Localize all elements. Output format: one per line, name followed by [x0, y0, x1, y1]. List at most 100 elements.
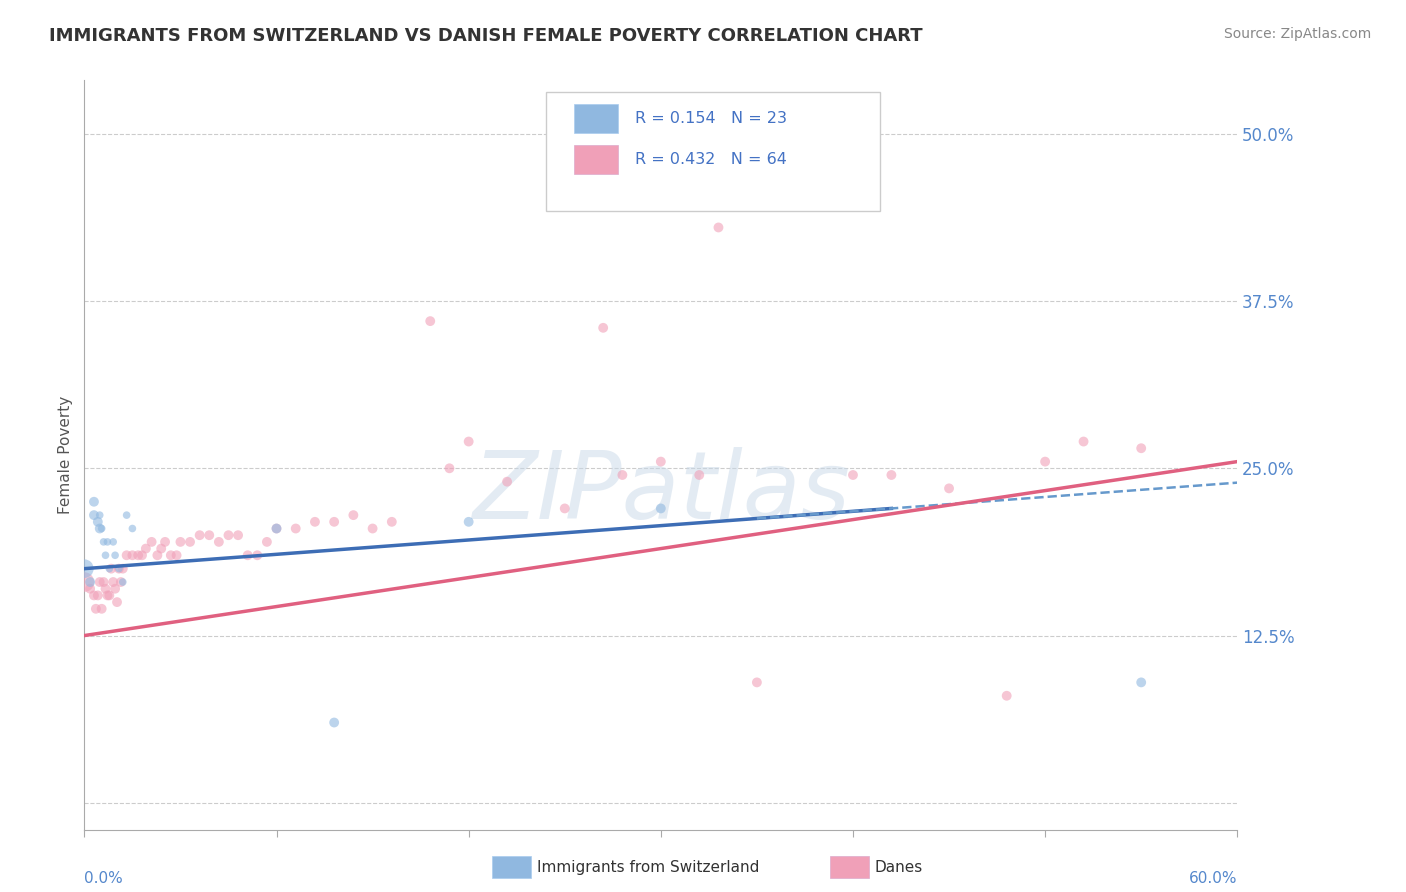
Point: [73, 575, 96, 590]
Point: [842, 467, 865, 482]
Point: [1073, 434, 1095, 449]
Point: [304, 515, 326, 529]
Point: [111, 562, 134, 576]
Point: [79, 575, 101, 590]
Point: [284, 522, 307, 536]
Point: [226, 528, 249, 542]
Point: [236, 548, 259, 563]
Point: [1130, 442, 1153, 455]
Point: [108, 562, 131, 576]
Point: [188, 528, 211, 542]
Point: [323, 715, 346, 730]
Point: [650, 455, 672, 469]
Point: [361, 522, 384, 536]
Point: [153, 534, 176, 549]
Point: [79, 582, 101, 596]
Point: [105, 595, 128, 609]
Point: [1033, 455, 1056, 469]
Point: [94, 548, 117, 563]
Point: [198, 528, 221, 542]
Point: [115, 548, 138, 563]
Point: [96, 534, 118, 549]
Point: [108, 562, 131, 576]
Point: [73, 562, 96, 576]
Point: [218, 528, 240, 542]
Point: [93, 575, 115, 590]
Point: [650, 501, 672, 516]
Point: [111, 575, 134, 590]
Point: [90, 602, 112, 616]
Point: [104, 548, 127, 563]
Point: [115, 508, 138, 523]
Point: [141, 534, 163, 549]
Point: [342, 508, 364, 523]
Point: [439, 461, 461, 475]
Point: [83, 494, 105, 508]
Point: [87, 589, 110, 603]
Point: [208, 534, 231, 549]
Point: [938, 482, 960, 496]
Point: [103, 575, 124, 590]
Point: [256, 534, 278, 549]
Point: [90, 522, 112, 536]
Point: [496, 475, 519, 489]
Point: [104, 582, 127, 596]
Point: [612, 467, 634, 482]
FancyBboxPatch shape: [546, 92, 880, 211]
Point: [266, 522, 288, 536]
Text: Danes: Danes: [875, 860, 922, 874]
Point: [89, 575, 111, 590]
Point: [1130, 675, 1153, 690]
Text: Source: ZipAtlas.com: Source: ZipAtlas.com: [1223, 27, 1371, 41]
Point: [84, 602, 107, 616]
Point: [457, 434, 479, 449]
Point: [83, 589, 105, 603]
Point: [166, 548, 188, 563]
Point: [995, 689, 1018, 703]
Point: [110, 575, 132, 590]
Point: [131, 548, 153, 563]
Text: ZIPatlas: ZIPatlas: [472, 447, 849, 538]
Point: [89, 508, 111, 523]
Point: [246, 548, 269, 563]
Text: 0.0%: 0.0%: [84, 871, 124, 886]
Point: [93, 534, 115, 549]
Point: [98, 562, 121, 576]
Y-axis label: Female Poverty: Female Poverty: [58, 396, 73, 514]
Text: R = 0.154   N = 23: R = 0.154 N = 23: [636, 111, 787, 126]
Point: [94, 582, 117, 596]
Point: [127, 548, 149, 563]
Point: [554, 501, 576, 516]
Point: [179, 534, 201, 549]
Point: [146, 548, 169, 563]
Point: [121, 522, 143, 536]
Point: [419, 314, 441, 328]
Point: [707, 220, 730, 235]
Point: [457, 515, 479, 529]
Point: [89, 522, 111, 536]
Text: IMMIGRANTS FROM SWITZERLAND VS DANISH FEMALE POVERTY CORRELATION CHART: IMMIGRANTS FROM SWITZERLAND VS DANISH FE…: [49, 27, 922, 45]
Point: [323, 515, 346, 529]
Text: R = 0.432   N = 64: R = 0.432 N = 64: [636, 153, 787, 167]
Point: [592, 321, 614, 335]
Point: [381, 515, 404, 529]
Point: [103, 534, 124, 549]
Point: [688, 467, 710, 482]
Point: [150, 541, 173, 556]
Text: 60.0%: 60.0%: [1189, 871, 1237, 886]
Point: [87, 515, 110, 529]
Point: [169, 534, 191, 549]
FancyBboxPatch shape: [575, 145, 619, 174]
Point: [160, 548, 183, 563]
Point: [745, 675, 768, 690]
Point: [96, 589, 118, 603]
Point: [98, 589, 121, 603]
Point: [100, 562, 122, 576]
Point: [135, 541, 157, 556]
Point: [83, 508, 105, 523]
Text: Immigrants from Switzerland: Immigrants from Switzerland: [537, 860, 759, 874]
FancyBboxPatch shape: [575, 104, 619, 133]
Point: [266, 522, 288, 536]
Point: [880, 467, 903, 482]
Point: [121, 548, 143, 563]
